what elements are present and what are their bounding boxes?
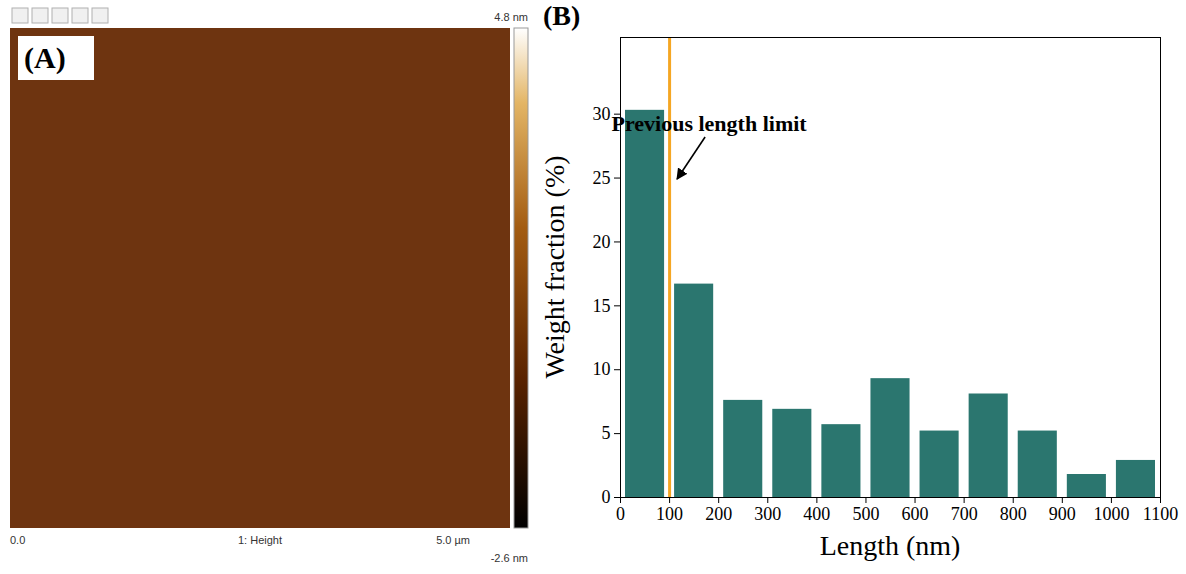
svg-text:10: 10 [593, 359, 611, 379]
svg-text:1000: 1000 [1093, 504, 1129, 524]
svg-text:5: 5 [602, 423, 611, 443]
html-text:(B): (B) [543, 0, 581, 31]
html-text:Length (nm): Length (nm) [819, 530, 961, 561]
svg-text:0: 0 [602, 487, 611, 507]
svg-text:30: 30 [593, 104, 611, 124]
svg-text:300: 300 [754, 504, 781, 524]
svg-text:400: 400 [803, 504, 830, 524]
svg-text:900: 900 [1049, 504, 1076, 524]
svg-text:0.0: 0.0 [10, 534, 25, 546]
svg-text:800: 800 [1000, 504, 1027, 524]
svg-text:200: 200 [705, 504, 732, 524]
svg-text:4.8 nm: 4.8 nm [494, 11, 528, 23]
svg-text:100: 100 [656, 504, 683, 524]
svg-text:700: 700 [951, 504, 978, 524]
svg-text:25: 25 [593, 168, 611, 188]
svg-text:500: 500 [852, 504, 879, 524]
svg-text:Previous length limit: Previous length limit [612, 111, 808, 136]
svg-text:(A): (A) [24, 41, 66, 75]
svg-text:15: 15 [593, 296, 611, 316]
svg-text:1100: 1100 [1143, 504, 1178, 524]
svg-text:-2.6 nm: -2.6 nm [491, 552, 528, 564]
svg-text:0: 0 [616, 504, 625, 524]
svg-text:1: Height: 1: Height [238, 534, 282, 546]
svg-text:5.0 µm: 5.0 µm [436, 534, 470, 546]
svg-text:20: 20 [593, 232, 611, 252]
html-text:Weight fraction (%): Weight fraction (%) [539, 155, 570, 379]
svg-text:600: 600 [902, 504, 929, 524]
